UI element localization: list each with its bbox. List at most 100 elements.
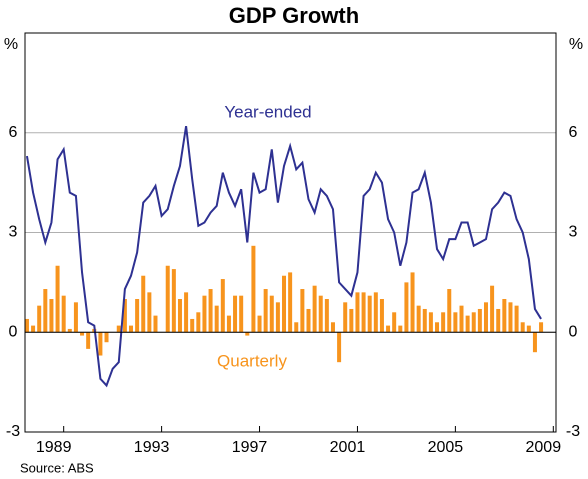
y2-tick-label: 3 xyxy=(569,224,578,241)
y2-unit: % xyxy=(569,36,583,53)
bar xyxy=(483,302,488,333)
bar xyxy=(502,299,507,333)
bar xyxy=(404,282,409,333)
bar xyxy=(416,305,421,333)
x-tick-label: 2005 xyxy=(428,439,464,456)
y2-tick-label: 6 xyxy=(569,124,578,141)
bar xyxy=(251,245,256,333)
bar xyxy=(355,292,360,333)
bar xyxy=(539,322,544,333)
bar xyxy=(294,322,299,333)
source: Source: ABS xyxy=(20,460,94,475)
bar xyxy=(165,265,170,333)
y-unit: % xyxy=(4,36,18,53)
bar xyxy=(532,332,537,353)
bar xyxy=(86,332,91,349)
bar xyxy=(496,308,501,333)
x-tick-label: 2001 xyxy=(330,439,366,456)
bar xyxy=(324,299,329,333)
bar xyxy=(386,325,391,333)
line xyxy=(25,125,542,388)
y2-tick-label: 0 xyxy=(569,323,578,340)
bar xyxy=(441,312,446,333)
bar xyxy=(275,302,280,333)
bar xyxy=(196,312,201,333)
bar xyxy=(80,332,85,336)
bar xyxy=(263,289,268,333)
bar xyxy=(184,292,189,333)
bar xyxy=(300,289,305,333)
bar xyxy=(220,279,225,333)
bar xyxy=(202,295,207,333)
y-tick-label: 6 xyxy=(9,124,18,141)
bar xyxy=(367,295,372,333)
bar xyxy=(398,325,403,333)
bar xyxy=(141,275,146,333)
bar xyxy=(490,285,495,333)
bar xyxy=(153,315,158,333)
bar xyxy=(392,312,397,333)
bar xyxy=(508,302,513,333)
bar xyxy=(422,308,427,333)
x-tick-label: 1997 xyxy=(232,439,268,456)
bar xyxy=(269,295,274,333)
plot-border xyxy=(24,32,557,433)
series-label: Quarterly xyxy=(217,351,287,370)
bar xyxy=(318,295,323,333)
bar xyxy=(465,315,470,333)
bar xyxy=(459,305,464,333)
bar xyxy=(24,318,29,333)
bar xyxy=(214,305,219,333)
bar xyxy=(177,299,182,333)
bar xyxy=(379,299,384,333)
bar xyxy=(135,299,140,333)
bar xyxy=(514,305,519,333)
bar xyxy=(233,295,238,333)
bar xyxy=(37,305,42,333)
x-tick-label: 2009 xyxy=(526,439,562,456)
y2-tick-label: -3 xyxy=(566,423,580,440)
bar xyxy=(312,285,317,333)
bar xyxy=(306,308,311,333)
chart-title: GDP Growth xyxy=(229,3,359,28)
bar xyxy=(147,292,152,333)
bar xyxy=(49,299,54,333)
y-tick-label: 3 xyxy=(9,224,18,241)
bar xyxy=(43,289,48,333)
bar xyxy=(526,325,531,333)
bar xyxy=(410,272,415,333)
bar xyxy=(31,325,36,333)
x-tick-label: 1993 xyxy=(134,439,170,456)
bar xyxy=(428,312,433,333)
y-tick-label: 0 xyxy=(9,323,18,340)
bar xyxy=(349,308,354,333)
bar xyxy=(116,325,121,333)
y-tick-label: -3 xyxy=(6,423,20,440)
bar xyxy=(447,289,452,333)
bar xyxy=(61,295,66,333)
bar xyxy=(226,315,231,333)
bar xyxy=(239,295,244,333)
bar xyxy=(343,302,348,333)
series-label: Year-ended xyxy=(224,102,311,121)
bar xyxy=(337,332,342,363)
bar xyxy=(245,332,250,336)
bar xyxy=(208,289,213,333)
bar xyxy=(361,292,366,333)
x-tick-label: 1989 xyxy=(36,439,72,456)
bar xyxy=(477,308,482,333)
bar xyxy=(288,272,293,333)
bar xyxy=(282,275,287,333)
bar xyxy=(67,328,72,333)
bar xyxy=(129,325,134,333)
bar xyxy=(122,299,127,333)
bar xyxy=(373,292,378,333)
bar xyxy=(104,332,109,343)
bar xyxy=(73,302,78,333)
bar xyxy=(98,332,103,356)
bar xyxy=(171,269,176,333)
bar xyxy=(471,312,476,333)
bar xyxy=(520,322,525,333)
bar xyxy=(330,322,335,333)
